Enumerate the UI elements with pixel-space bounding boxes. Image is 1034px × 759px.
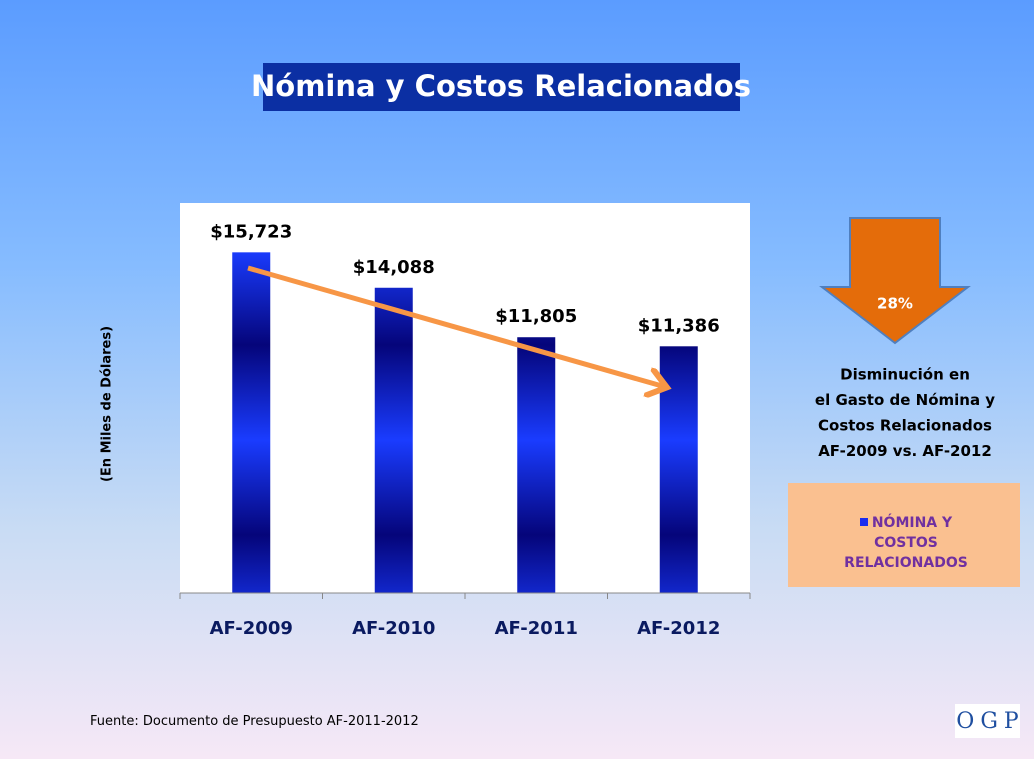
- down-arrow: [819, 217, 971, 345]
- legend: NÓMINA Y COSTOS RELACIONADOS: [788, 483, 1020, 587]
- legend-label: NÓMINA Y COSTOS RELACIONADOS: [844, 515, 968, 571]
- data-label: $14,088: [353, 257, 435, 278]
- logo-letter: G: [980, 708, 998, 734]
- legend-entry: NÓMINA Y COSTOS RELACIONADOS: [826, 513, 986, 573]
- decrease-label: 28%: [877, 295, 913, 313]
- bar: [374, 287, 413, 593]
- logo-letter: P: [1003, 708, 1019, 734]
- bars: [232, 252, 698, 593]
- y-axis-label: (En Miles de Dólares): [100, 326, 115, 482]
- data-label: $15,723: [210, 221, 292, 242]
- title-box: [263, 63, 740, 111]
- annotation-line: Disminución en: [840, 366, 970, 384]
- data-label: $11,805: [495, 306, 577, 327]
- x-tick-label: AF-2012: [637, 618, 720, 639]
- annotation-line: el Gasto de Nómina y: [815, 391, 995, 409]
- annotation-line: AF-2009 vs. AF-2012: [818, 442, 992, 460]
- x-tick-label: AF-2010: [352, 618, 435, 639]
- bar: [659, 346, 698, 593]
- x-tick-label: AF-2009: [210, 618, 293, 639]
- annotation: Disminución en el Gasto de Nómina y Costos…: [815, 366, 995, 461]
- data-label: $11,386: [638, 315, 720, 336]
- legend-swatch: [859, 518, 868, 526]
- bar: [517, 337, 556, 593]
- trend-arrow: [247, 265, 662, 386]
- logo-letter: O: [956, 708, 975, 734]
- bar: [232, 252, 271, 593]
- source: Fuente: Documento de Presupuesto AF-2011…: [90, 714, 419, 729]
- chart-title: Nómina y Costos Relacionados: [251, 69, 751, 103]
- x-tick-label: AF-2011: [495, 618, 578, 639]
- annotation-line: Costos Relacionados: [818, 417, 992, 435]
